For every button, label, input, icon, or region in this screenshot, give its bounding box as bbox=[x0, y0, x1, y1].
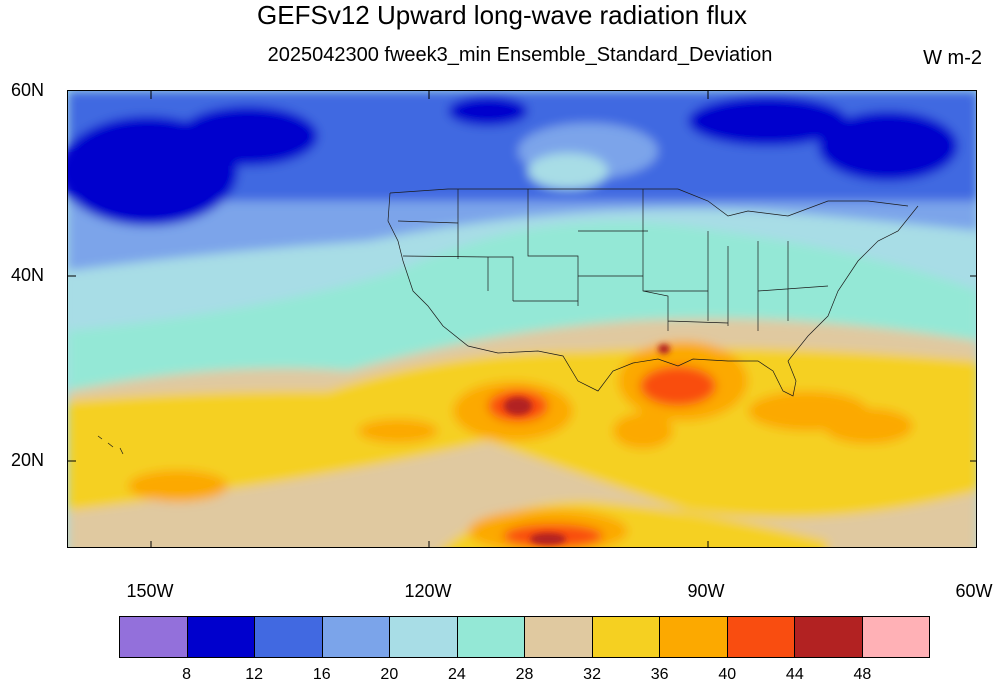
patch-48-plus bbox=[530, 533, 566, 545]
colorbar-tick-label: 8 bbox=[182, 666, 192, 683]
map-field bbox=[68, 91, 976, 547]
geography-outlines bbox=[97, 188, 919, 455]
colorbar-tick-label: 44 bbox=[785, 666, 804, 683]
patch-24-28 bbox=[528, 153, 608, 189]
lon-label-60w: 60W bbox=[955, 581, 993, 601]
colorbar-tick-label: 40 bbox=[718, 666, 737, 683]
patch-12-16 bbox=[178, 106, 318, 166]
colorbar-swatch bbox=[457, 617, 525, 657]
lon-label-150w: 150W bbox=[126, 581, 174, 601]
colorbar-swatch bbox=[187, 617, 255, 657]
patch-40-44 bbox=[358, 419, 438, 443]
colorbar-swatch bbox=[862, 617, 929, 657]
patch-12-16 bbox=[818, 111, 958, 181]
patch-40-44 bbox=[613, 413, 673, 449]
colorbar-tick-label: 36 bbox=[650, 666, 669, 683]
colorbar-tick-label: 48 bbox=[853, 666, 872, 683]
patch-12-16 bbox=[688, 96, 848, 146]
lat-label-40n: 40N bbox=[10, 265, 44, 285]
units-label: W m-2 bbox=[923, 47, 982, 69]
lat-label-60n: 60N bbox=[10, 80, 44, 100]
patch-40-44 bbox=[823, 408, 913, 444]
colorbar-tick-label: 32 bbox=[583, 666, 601, 683]
colorbar-tick-label: 20 bbox=[380, 666, 399, 683]
colorbar-swatch bbox=[525, 617, 593, 657]
colorbar bbox=[119, 616, 930, 658]
colorbar-swatch bbox=[322, 617, 390, 657]
colorbar-tick-label: 16 bbox=[312, 666, 331, 683]
chart-subtitle: 2025042300 fweek3_min Ensemble_Standard_… bbox=[267, 44, 773, 66]
colorbar-swatch bbox=[390, 617, 458, 657]
patch-40-44 bbox=[128, 470, 228, 502]
colorbar-swatch bbox=[795, 617, 863, 657]
map-panel bbox=[67, 90, 977, 548]
lon-label-90w: 90W bbox=[687, 581, 725, 601]
colorbar-swatch bbox=[660, 617, 728, 657]
patch-48-plus bbox=[504, 397, 532, 415]
colorbar-swatch bbox=[727, 617, 795, 657]
colorbar-tick-label: 24 bbox=[448, 666, 466, 683]
patch-48-plus bbox=[658, 344, 670, 354]
colorbar-swatch bbox=[255, 617, 323, 657]
chart-title: GEFSv12 Upward long-wave radiation flux bbox=[257, 0, 747, 30]
map-ticks bbox=[68, 91, 976, 547]
patch-12-16 bbox=[448, 96, 528, 126]
lon-label-120w: 120W bbox=[404, 581, 452, 601]
colorbar-swatch bbox=[120, 617, 188, 657]
colorbar-swatch bbox=[592, 617, 660, 657]
lat-label-20n: 20N bbox=[10, 450, 44, 470]
colorbar-tick-label: 28 bbox=[515, 666, 534, 683]
colorbar-tick-label: 12 bbox=[245, 666, 264, 683]
patch-44-48 bbox=[640, 366, 716, 406]
